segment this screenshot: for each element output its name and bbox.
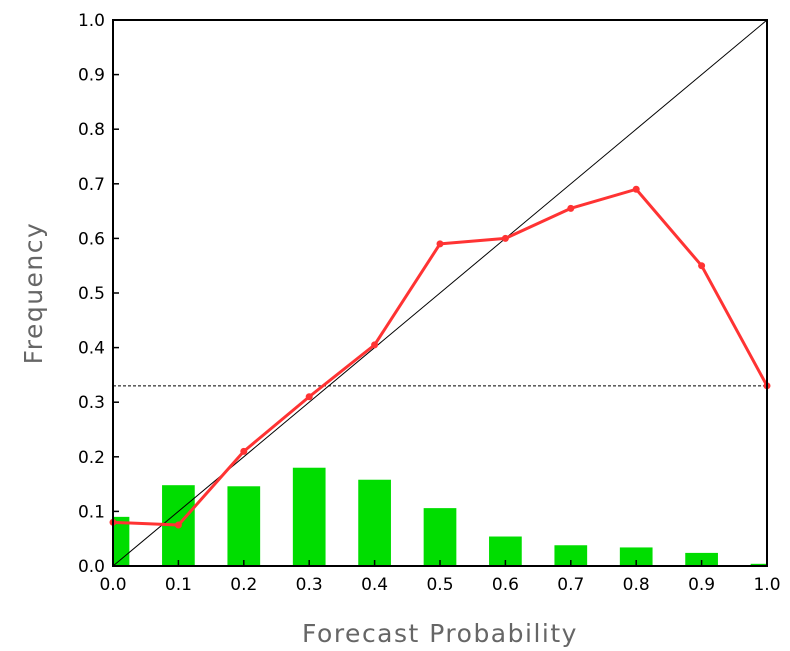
reliability-curve <box>109 185 771 529</box>
reliability-point <box>305 393 313 401</box>
reliability-point <box>501 234 509 242</box>
bar <box>227 486 261 566</box>
y-tick-label: 0.0 <box>78 557 105 577</box>
bar <box>750 563 767 566</box>
x-tick-label: 1.0 <box>753 575 780 595</box>
perfect-reliability-line <box>112 19 768 567</box>
reliability-line <box>112 187 769 527</box>
reliability-point <box>436 240 444 248</box>
y-tick-label: 0.1 <box>78 502 105 522</box>
x-tick-label: 0.4 <box>361 575 388 595</box>
x-tick-label: 0.3 <box>296 575 323 595</box>
y-tick-label: 0.6 <box>78 229 105 249</box>
reference-lines <box>112 19 768 567</box>
x-tick-label: 0.5 <box>426 575 453 595</box>
reliability-point <box>698 262 706 270</box>
bar <box>554 545 588 566</box>
x-tick-label: 0.2 <box>230 575 257 595</box>
axis-ticks: 0.0 0.1 0.2 0.3 0.4 0.5 0.6 0.7 0.8 0.9 1.0 0.0 0.1 0… <box>78 11 781 595</box>
bar <box>423 508 457 566</box>
y-tick-label: 0.4 <box>78 339 105 359</box>
x-axis-title: Forecast Probability <box>302 619 578 648</box>
bar <box>113 516 130 566</box>
reliability-point <box>371 341 379 349</box>
x-tick-label: 0.9 <box>688 575 715 595</box>
y-tick-label: 0.5 <box>78 284 105 304</box>
bar <box>358 479 391 566</box>
reliability-point <box>632 185 640 193</box>
y-tick-label: 0.3 <box>78 393 105 413</box>
reliability-point <box>174 521 182 529</box>
x-tick-label: 0.7 <box>557 575 584 595</box>
y-tick-label: 0.9 <box>78 66 105 86</box>
x-tick-label: 0.6 <box>492 575 519 595</box>
y-tick-label: 1.0 <box>78 11 105 31</box>
x-tick-label: 0.1 <box>165 575 192 595</box>
x-tick-label: 0.8 <box>623 575 650 595</box>
reliability-point <box>567 204 575 212</box>
bar <box>619 547 653 566</box>
y-tick-label: 0.2 <box>78 448 105 468</box>
y-axis-title: Frequency <box>19 222 48 365</box>
y-tick-label: 0.7 <box>78 175 105 195</box>
x-tick-label: 0.0 <box>99 575 126 595</box>
bar <box>685 552 718 566</box>
bar <box>292 467 326 566</box>
reliability-point <box>240 447 248 455</box>
y-tick-label: 0.8 <box>78 120 105 140</box>
forecast-frequency-bars <box>113 467 767 566</box>
